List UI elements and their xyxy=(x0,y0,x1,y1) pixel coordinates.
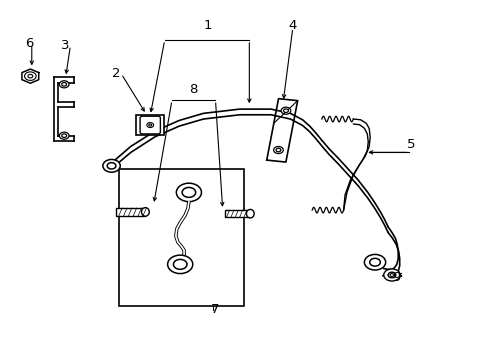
Circle shape xyxy=(387,272,395,278)
Circle shape xyxy=(273,147,283,154)
Circle shape xyxy=(369,258,380,266)
Text: 4: 4 xyxy=(288,19,296,32)
Circle shape xyxy=(389,274,393,276)
Text: 3: 3 xyxy=(61,39,70,52)
Circle shape xyxy=(148,124,151,126)
Bar xyxy=(116,208,145,216)
Text: 1: 1 xyxy=(203,19,212,32)
Circle shape xyxy=(383,269,399,281)
Text: 6: 6 xyxy=(25,37,34,50)
Circle shape xyxy=(275,148,280,152)
Text: 5: 5 xyxy=(406,138,415,151)
Circle shape xyxy=(364,255,385,270)
Text: 8: 8 xyxy=(189,83,198,96)
Circle shape xyxy=(283,109,288,112)
Circle shape xyxy=(28,75,33,78)
Circle shape xyxy=(182,188,195,197)
Text: 9: 9 xyxy=(392,271,400,284)
Text: 2: 2 xyxy=(112,67,121,80)
Bar xyxy=(136,115,164,135)
Ellipse shape xyxy=(141,208,149,216)
Circle shape xyxy=(24,72,36,80)
Text: 7: 7 xyxy=(211,303,219,316)
Circle shape xyxy=(167,255,192,274)
Circle shape xyxy=(59,81,69,88)
Bar xyxy=(224,210,250,217)
Circle shape xyxy=(281,107,290,114)
Circle shape xyxy=(102,159,120,172)
Circle shape xyxy=(176,183,201,202)
Circle shape xyxy=(61,82,66,86)
Bar xyxy=(119,169,244,306)
Circle shape xyxy=(146,123,153,127)
Circle shape xyxy=(59,132,69,139)
Circle shape xyxy=(61,134,66,138)
Circle shape xyxy=(107,163,116,169)
Ellipse shape xyxy=(246,210,254,218)
FancyBboxPatch shape xyxy=(140,116,160,134)
Circle shape xyxy=(173,260,186,269)
